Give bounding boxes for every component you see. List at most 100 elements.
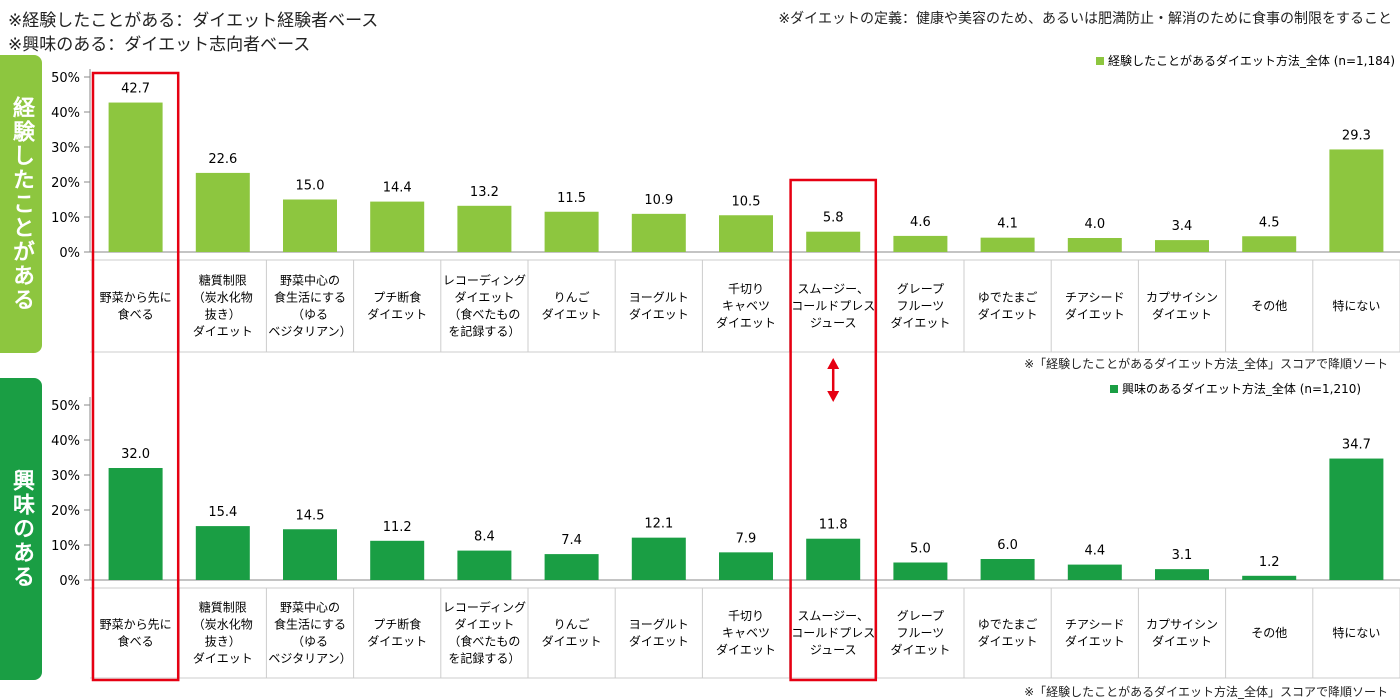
experience-value-label: 14.4 xyxy=(383,181,412,196)
experience-category-label: プチ断食ダイエット xyxy=(367,290,427,322)
interest-bar xyxy=(719,552,773,580)
experience-value-label: 10.5 xyxy=(732,194,761,209)
interest-value-label: 7.4 xyxy=(561,533,582,548)
interest-bar xyxy=(980,559,1035,580)
interest-bar xyxy=(1242,575,1297,580)
experience-y-tick-label: 10% xyxy=(51,211,80,226)
experience-bar xyxy=(980,237,1035,252)
interest-category-label: プチ断食ダイエット xyxy=(367,617,427,649)
experience-side-label: 経験したことがある xyxy=(0,55,42,353)
highlight-box-smoothie xyxy=(789,178,878,682)
experience-category-label: 野菜中心の食生活にする（ゆるベジタリアン） xyxy=(268,273,351,339)
interest-value-label: 1.2 xyxy=(1259,555,1280,570)
experience-value-label: 4.6 xyxy=(910,215,931,230)
interest-y-tick-label: 50% xyxy=(51,399,80,414)
experience-y-tick-label: 50% xyxy=(51,71,80,86)
experience-value-label: 5.8 xyxy=(823,211,844,226)
interest-category-label: りんごダイエット xyxy=(542,617,602,649)
interest-value-label: 11.8 xyxy=(819,518,848,533)
highlight-arrow-up-head xyxy=(827,358,840,369)
interest-value-label: 5.0 xyxy=(910,542,931,557)
interest-category-label: チアシードダイエット xyxy=(1065,618,1125,649)
experience-value-label: 3.4 xyxy=(1172,219,1193,234)
experience-value-label: 29.3 xyxy=(1342,128,1371,143)
interest-category-label: 野菜から先に食べる xyxy=(100,618,172,649)
interest-y-tick-label: 30% xyxy=(51,469,80,484)
experience-value-label: 4.5 xyxy=(1259,215,1280,230)
interest-value-label: 14.5 xyxy=(296,508,325,523)
interest-value-label: 8.4 xyxy=(474,530,495,545)
interest-bar xyxy=(370,540,425,580)
interest-value-label: 7.9 xyxy=(736,531,757,546)
interest-category-label: ヨーグルトダイエット xyxy=(629,618,689,649)
experience-value-label: 15.0 xyxy=(296,179,325,194)
sort-note-experience: ※「経験したことがあるダイエット方法_全体」スコアで降順ソート xyxy=(1024,357,1388,371)
interest-category-label: その他 xyxy=(1251,626,1287,640)
diet-definition-note: ※ダイエットの定義：健康や美容のため、あるいは肥満防止・解消のために食事の制限を… xyxy=(778,11,1392,27)
experience-bar xyxy=(544,211,599,252)
interest-value-label: 4.4 xyxy=(1084,544,1105,559)
experience-y-tick-label: 30% xyxy=(51,141,80,156)
experience-value-label: 42.7 xyxy=(121,82,150,97)
experience-bar xyxy=(806,231,861,252)
experience-category-label: チアシードダイエット xyxy=(1065,291,1125,322)
interest-legend-swatch xyxy=(1110,385,1118,393)
experience-legend-label: 経験したことがあるダイエット方法_全体 (n=1,184) xyxy=(1108,53,1395,68)
experience-bar xyxy=(195,172,250,252)
experience-y-tick-label: 0% xyxy=(59,246,80,261)
interest-category-label: 糖質制限（炭水化物抜き）ダイエット xyxy=(193,600,253,666)
interest-bar xyxy=(457,550,512,580)
experience-category-label: ヨーグルトダイエット xyxy=(629,291,689,322)
experience-bar xyxy=(108,102,163,252)
experience-category-label: 野菜から先に食べる xyxy=(100,291,172,322)
experience-bar xyxy=(283,199,337,252)
experience-category-label: ゆでたまごダイエット xyxy=(978,290,1038,322)
experience-bar xyxy=(1155,240,1209,252)
experience-bar xyxy=(893,235,948,252)
interest-bar xyxy=(1155,569,1209,580)
experience-value-label: 13.2 xyxy=(470,185,499,200)
interest-bar xyxy=(544,554,599,580)
experience-legend-swatch xyxy=(1096,57,1104,65)
experience-category-label: スムージー、コールドプレスジュース xyxy=(791,282,875,330)
experience-category-label: りんごダイエット xyxy=(542,290,602,322)
experience-bar xyxy=(1329,149,1384,252)
experience-bar xyxy=(1242,236,1297,252)
experience-category-label: 千切りキャベツダイエット xyxy=(716,282,776,330)
interest-value-label: 3.1 xyxy=(1172,548,1193,563)
interest-value-label: 32.0 xyxy=(121,447,150,462)
interest-y-tick-label: 40% xyxy=(51,434,80,449)
header-line-2: ※興味のある：ダイエット志向者ベース xyxy=(8,35,311,55)
highlight-box-vegetables-first xyxy=(91,71,180,682)
interest-category-label: 特にない xyxy=(1332,625,1380,640)
experience-category-label: 特にない xyxy=(1332,298,1380,313)
experience-value-label: 22.6 xyxy=(208,152,237,167)
interest-category-label: グレープフルーツダイエット xyxy=(890,609,950,657)
header-line-1: ※経験したことがある：ダイエット経験者ベース xyxy=(8,11,379,31)
experience-bar xyxy=(719,215,773,252)
interest-value-label: 11.2 xyxy=(383,520,412,535)
experience-value-label: 4.0 xyxy=(1084,217,1105,232)
interest-value-label: 15.4 xyxy=(208,505,237,520)
experience-value-label: 4.1 xyxy=(997,217,1018,232)
experience-category-label: レコーディングダイエット（食べたものを記録する） xyxy=(443,273,526,339)
experience-category-label: グレープフルーツダイエット xyxy=(890,282,950,330)
interest-category-label: ゆでたまごダイエット xyxy=(978,617,1038,649)
interest-side-label: 興味のある xyxy=(0,378,42,680)
sort-note-interest: ※「経験したことがあるダイエット方法_全体」スコアで降順ソート xyxy=(1024,685,1388,699)
experience-bar xyxy=(370,201,425,252)
interest-bar xyxy=(108,468,163,580)
interest-value-label: 6.0 xyxy=(997,538,1018,553)
interest-category-label: 野菜中心の食生活にする（ゆるベジタリアン） xyxy=(268,600,351,666)
experience-bar xyxy=(457,205,512,252)
interest-bar xyxy=(631,537,686,580)
experience-value-label: 11.5 xyxy=(557,191,586,206)
interest-bar xyxy=(806,538,861,580)
experience-y-tick-label: 40% xyxy=(51,106,80,121)
interest-bar xyxy=(1067,564,1122,580)
interest-value-label: 12.1 xyxy=(644,517,673,532)
experience-category-label: 糖質制限（炭水化物抜き）ダイエット xyxy=(193,273,253,339)
experience-y-tick-label: 20% xyxy=(51,176,80,191)
interest-category-label: カプサイシンダイエット xyxy=(1146,618,1218,649)
interest-bar xyxy=(893,562,948,580)
